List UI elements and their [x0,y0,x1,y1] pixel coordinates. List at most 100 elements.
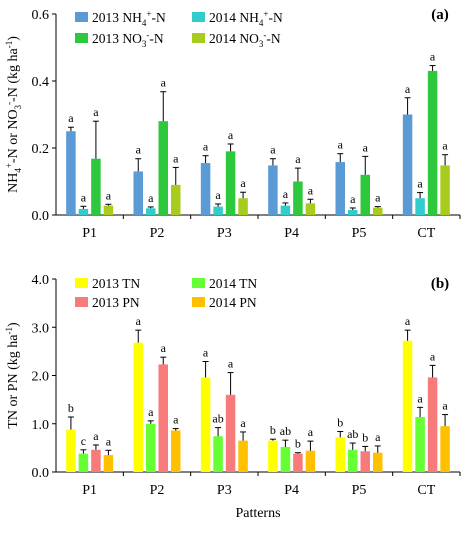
bar [268,440,278,472]
significance-letter: a [173,413,179,427]
bar [305,203,316,215]
significance-letter: a [240,416,246,430]
legend-label: 2013 NH4+-N [92,9,166,28]
bar [373,207,383,215]
bar [200,377,211,472]
significance-letter: a [442,139,448,153]
significance-letter: a [405,82,411,96]
bar [402,114,413,215]
x-tick-label: P3 [217,226,232,241]
x-tick-label: P1 [82,483,97,498]
significance-letter: a [136,143,142,157]
x-tick-label: P4 [284,226,299,241]
bar [268,165,278,215]
significance-letter: a [430,50,436,64]
significance-letter: a [405,314,411,328]
bar [171,184,181,215]
y-tick-label: 2.0 [32,370,50,385]
bar [238,440,248,472]
bar [78,453,89,472]
legend-swatch [75,33,88,43]
bar [158,121,168,215]
significance-letter: a [106,434,112,448]
bar [238,198,248,215]
significance-letter: a [136,314,142,328]
significance-letter: a [203,140,209,154]
significance-letter: a [93,105,99,119]
significance-letter: a [308,425,314,439]
bar [427,70,438,215]
significance-letter: b [337,415,343,429]
x-tick-label: P2 [150,226,165,241]
significance-letter: a [375,430,381,444]
bar [200,163,211,215]
bar [213,436,223,472]
x-tick-label: P2 [150,483,165,498]
legend-swatch [192,278,205,288]
significance-letter: a [363,140,369,154]
significance-letter: a [417,177,423,191]
x-tick-label: CT [417,226,435,241]
significance-letter: a [228,128,234,142]
legend-label: 2014 NH4+-N [209,9,283,28]
legend-swatch [192,33,205,43]
legend-label: 2013 NO3--N [92,30,164,49]
bar [305,450,316,472]
legend-label: 2014 NO3--N [209,30,281,49]
legend-label: 2013 TN [92,276,140,291]
legend-label: 2013 PN [92,295,140,310]
significance-letter: a [93,429,99,443]
y-axis-label: NH4+-N or NO3--N (kg ha-1) [4,36,23,193]
bar [171,430,181,472]
bar [103,205,114,215]
x-tick-label: CT [417,483,435,498]
y-tick-label: 0.0 [32,466,50,481]
significance-letter: a [350,192,356,206]
significance-letter: ab [347,427,358,441]
bar [335,162,345,215]
bar [133,342,143,472]
x-tick-label: P4 [284,483,299,498]
bar [360,174,370,215]
bar [415,198,425,215]
legend-swatch [192,297,205,307]
bar [146,423,156,472]
significance-letter: a [161,76,167,90]
significance-letter: c [81,434,86,448]
legend-swatch [75,12,88,22]
significance-letter: a [375,191,381,205]
bar [66,429,76,472]
bar [360,451,370,472]
significance-letter: b [295,437,301,451]
x-tick-label: P3 [217,483,232,498]
bar [91,158,101,215]
significance-letter: a [106,188,112,202]
x-tick-label: P5 [352,226,367,241]
y-tick-label: 0.6 [32,8,50,23]
bar [373,452,383,472]
significance-letter: b [362,430,368,444]
significance-letter: a [240,176,246,190]
significance-letter: a [442,399,448,413]
significance-letter: a [270,143,276,157]
bar [335,437,345,472]
bar [213,206,223,215]
bar [133,171,143,215]
significance-letter: a [417,391,423,405]
panel-label: (a) [431,7,449,23]
bar [402,340,413,472]
significance-letter: ab [280,424,291,438]
significance-letter: a [173,151,179,165]
bar [440,426,450,472]
bar [146,208,156,215]
legend-label: 2014 TN [209,276,257,291]
panel-label: (b) [431,276,449,292]
x-tick-label: P5 [352,483,367,498]
y-axis-label: TN or PN (kg ha-1) [4,322,21,429]
significance-letter: b [270,423,276,437]
significance-letter: b [68,401,74,415]
legend-swatch [75,297,88,307]
bar [348,449,358,472]
bar [348,209,358,215]
